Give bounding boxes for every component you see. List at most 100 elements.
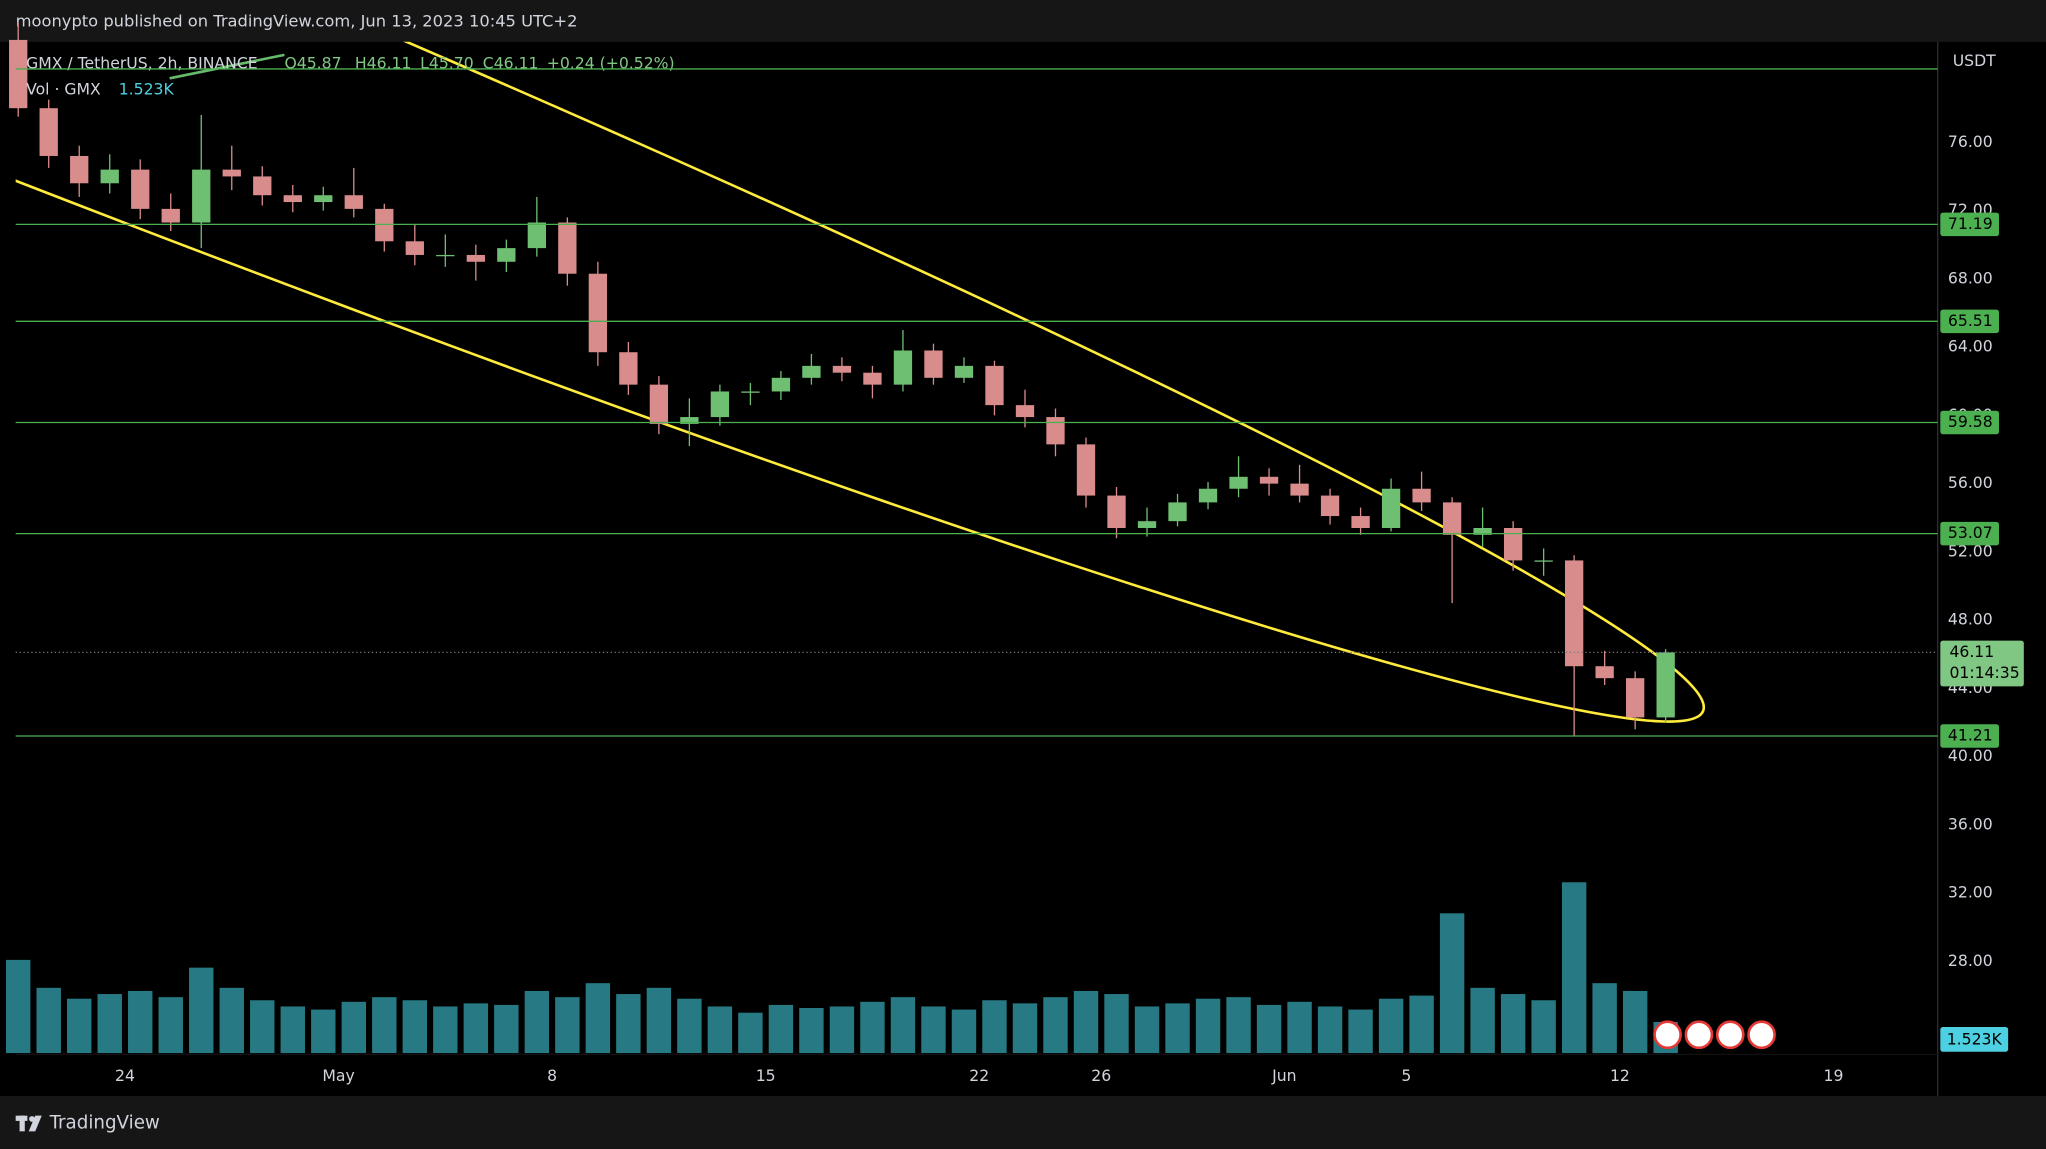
candle-body: [1412, 488, 1431, 503]
volume-bar: [1073, 990, 1099, 1054]
volume-bar: [1561, 882, 1587, 1054]
volume-bar: [1592, 983, 1617, 1054]
volume-axis-label: 1.523K: [1947, 1030, 2003, 1049]
candle-body: [9, 39, 28, 109]
volume-bar: [951, 1009, 977, 1054]
level-label-box: [1940, 410, 2000, 435]
volume-bar: [67, 998, 92, 1054]
candle-body: [771, 377, 791, 392]
candle-body: [1229, 476, 1248, 489]
legend-open: O45.87: [284, 53, 341, 72]
volume-bar: [1226, 997, 1251, 1054]
brand: TradingView: [49, 1113, 160, 1134]
candle-body: [924, 350, 943, 378]
level-label-box: [1940, 521, 2000, 546]
volume-bar: [250, 1000, 275, 1054]
volume-value: 1.523K: [119, 80, 175, 99]
candle-body: [100, 169, 119, 184]
last-price-label: 46.11: [1949, 642, 1994, 661]
ellipse-drawing: [15, 41, 1706, 723]
volume-bar: [1439, 913, 1465, 1054]
x-tick-label: Jun: [1271, 1066, 1296, 1085]
candle-body: [802, 365, 821, 378]
candle-body: [527, 222, 546, 249]
y-tick-label: 28.00: [1948, 951, 1993, 970]
candle-body: [161, 208, 180, 223]
candle-body: [1015, 405, 1035, 418]
candle-body: [1534, 560, 1553, 562]
volume-bar: [677, 998, 702, 1054]
volume-bar: [829, 1006, 855, 1054]
volume-bar: [982, 1000, 1007, 1054]
volume-bar: [555, 997, 580, 1054]
trend-line: [169, 53, 285, 80]
volume-bar: [1012, 1003, 1038, 1054]
x-tick-label: 22: [969, 1066, 989, 1085]
candle-body: [1076, 444, 1096, 496]
candle-body: [1473, 527, 1492, 535]
volume-bar: [1104, 994, 1129, 1054]
volume-bar: [1287, 1001, 1312, 1054]
level-label: 65.51: [1948, 311, 1993, 330]
candle-body: [1595, 666, 1614, 679]
volume-bar: [341, 1001, 366, 1054]
candle-body: [436, 254, 455, 257]
volume-bar: [1622, 990, 1648, 1054]
x-tick-label: 15: [756, 1066, 776, 1085]
volume-bar: [372, 997, 397, 1054]
candle-body: [1259, 476, 1279, 484]
volume-bar: [1256, 1004, 1282, 1054]
volume-bar: [616, 994, 641, 1054]
volume-bar: [524, 990, 550, 1054]
candle-body: [619, 352, 638, 385]
candle-body: [1046, 417, 1065, 445]
candle-body: [497, 248, 516, 262]
volume-bar: [1043, 997, 1068, 1054]
candle-body: [222, 169, 241, 177]
volume-bar: [768, 1004, 794, 1054]
y-tick-label: 40.00: [1948, 746, 1993, 765]
tv-logo: [15, 1115, 42, 1132]
y-tick-label: 56.00: [1948, 473, 1993, 492]
volume-label-box: [1940, 1026, 2009, 1052]
volume-name: Vol · GMX: [26, 80, 101, 99]
candle-body: [954, 365, 974, 378]
volume-bar: [1409, 995, 1434, 1054]
volume-bar: [707, 1006, 733, 1054]
volume-bar: [585, 983, 611, 1054]
candle-body: [375, 208, 394, 242]
volume-bar: [463, 1003, 489, 1054]
candle-body: [283, 195, 302, 203]
volume-bar: [280, 1006, 305, 1054]
legend-low: L45.70: [420, 53, 474, 72]
legend-high: H46.11: [355, 53, 412, 72]
volume-bar: [36, 987, 61, 1054]
candle-body: [1442, 502, 1462, 535]
candle-body: [985, 365, 1004, 406]
level-label: 41.21: [1948, 726, 1993, 745]
volume-bar: [890, 997, 916, 1054]
volume-bar: [921, 1006, 946, 1054]
candle-body: [39, 108, 58, 156]
candle-body: [466, 254, 485, 262]
candle-body: [344, 195, 363, 209]
candle-body: [1107, 495, 1126, 528]
volume-bar: [860, 1001, 885, 1054]
y-tick-label: 76.00: [1948, 132, 1993, 151]
candle-body: [1564, 560, 1584, 667]
volume-bar: [1195, 998, 1221, 1054]
x-tick-label: 19: [1824, 1066, 1844, 1085]
volume-bar: [158, 997, 183, 1054]
candle-body: [680, 417, 699, 424]
volume-bar: [1165, 1003, 1190, 1054]
candle-body: [558, 222, 577, 274]
y-tick-label: 48.00: [1948, 610, 1993, 629]
volume-bar: [219, 987, 244, 1054]
candle-body: [1503, 527, 1523, 561]
volume-bar: [311, 1009, 336, 1054]
y-tick-label: 68.00: [1948, 268, 1993, 287]
candle-body: [1656, 652, 1675, 718]
candle-body: [863, 372, 882, 385]
